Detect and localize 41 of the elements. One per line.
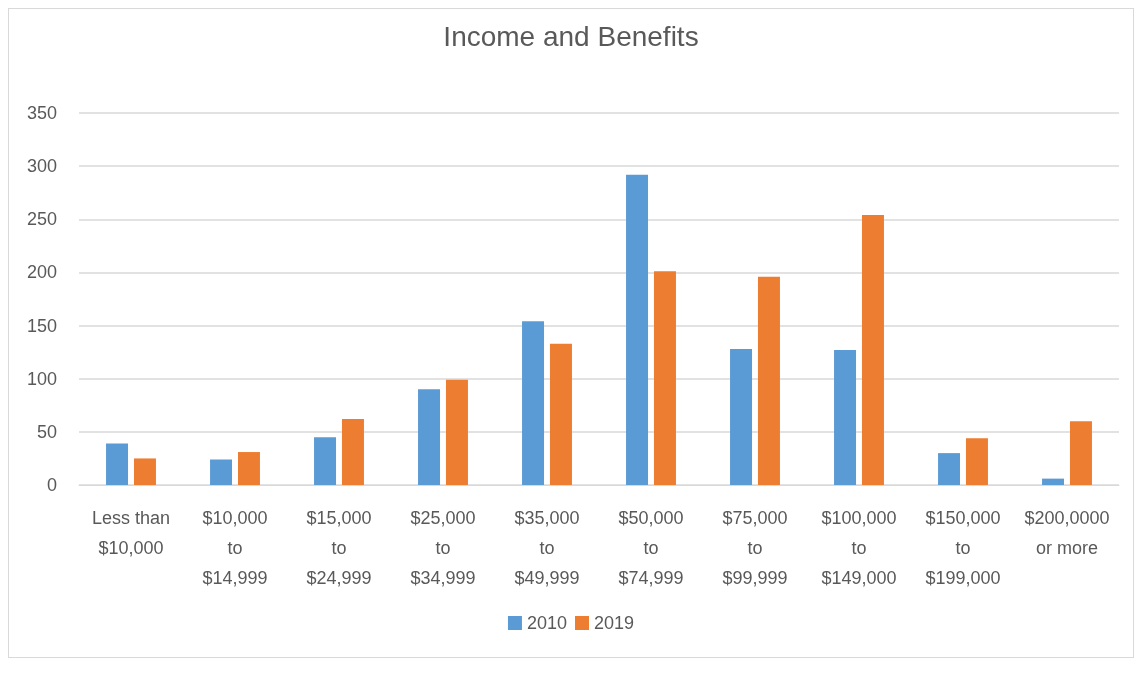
x-tick-label: $15,000 to $24,999 xyxy=(306,508,372,588)
x-tick-label: $100,000 to $149,000 xyxy=(821,508,897,588)
x-tick-label: $25,000 to $34,999 xyxy=(410,508,476,588)
bar xyxy=(549,343,572,485)
bar xyxy=(861,215,884,485)
chart-title: Income and Benefits xyxy=(443,20,699,52)
y-tick-label: 0 xyxy=(46,475,57,495)
x-tick-label: $75,000 to $99,999 xyxy=(722,508,788,588)
x-tick-label: $50,000 to $74,999 xyxy=(618,508,684,588)
bar xyxy=(522,321,545,485)
bar xyxy=(445,379,468,485)
bar xyxy=(418,389,441,485)
bar xyxy=(938,453,961,485)
legend-label: 2019 xyxy=(594,613,635,633)
y-tick-label: 250 xyxy=(26,209,57,230)
bar xyxy=(133,458,156,485)
bar xyxy=(1042,478,1065,485)
x-tick-label: $150,000 to $199,000 xyxy=(925,508,1001,588)
bar xyxy=(757,276,780,485)
y-tick-label: 350 xyxy=(26,103,57,123)
x-tick-label: $10,000 to $14,999 xyxy=(202,508,268,588)
y-tick-label: 300 xyxy=(26,156,57,177)
bar xyxy=(626,174,649,485)
x-tick-label: $200,0000 or more xyxy=(1024,508,1110,558)
y-tick-label: 100 xyxy=(26,368,57,389)
bar xyxy=(106,443,129,485)
bar xyxy=(314,437,337,485)
x-tick-label: Less than $10,000 xyxy=(91,508,171,558)
y-tick-label: 150 xyxy=(26,315,57,336)
bar xyxy=(210,459,233,485)
y-tick-label: 50 xyxy=(36,421,57,442)
y-tick-label: 200 xyxy=(26,262,57,283)
bar xyxy=(653,271,676,485)
x-tick-label: $35,000 to $49,999 xyxy=(514,508,580,588)
bar xyxy=(834,350,857,485)
bar xyxy=(237,452,260,485)
bar xyxy=(1069,421,1092,485)
bar xyxy=(730,348,753,485)
bar xyxy=(341,419,364,485)
bar xyxy=(965,438,988,485)
legend-label: 2010 xyxy=(526,613,567,633)
